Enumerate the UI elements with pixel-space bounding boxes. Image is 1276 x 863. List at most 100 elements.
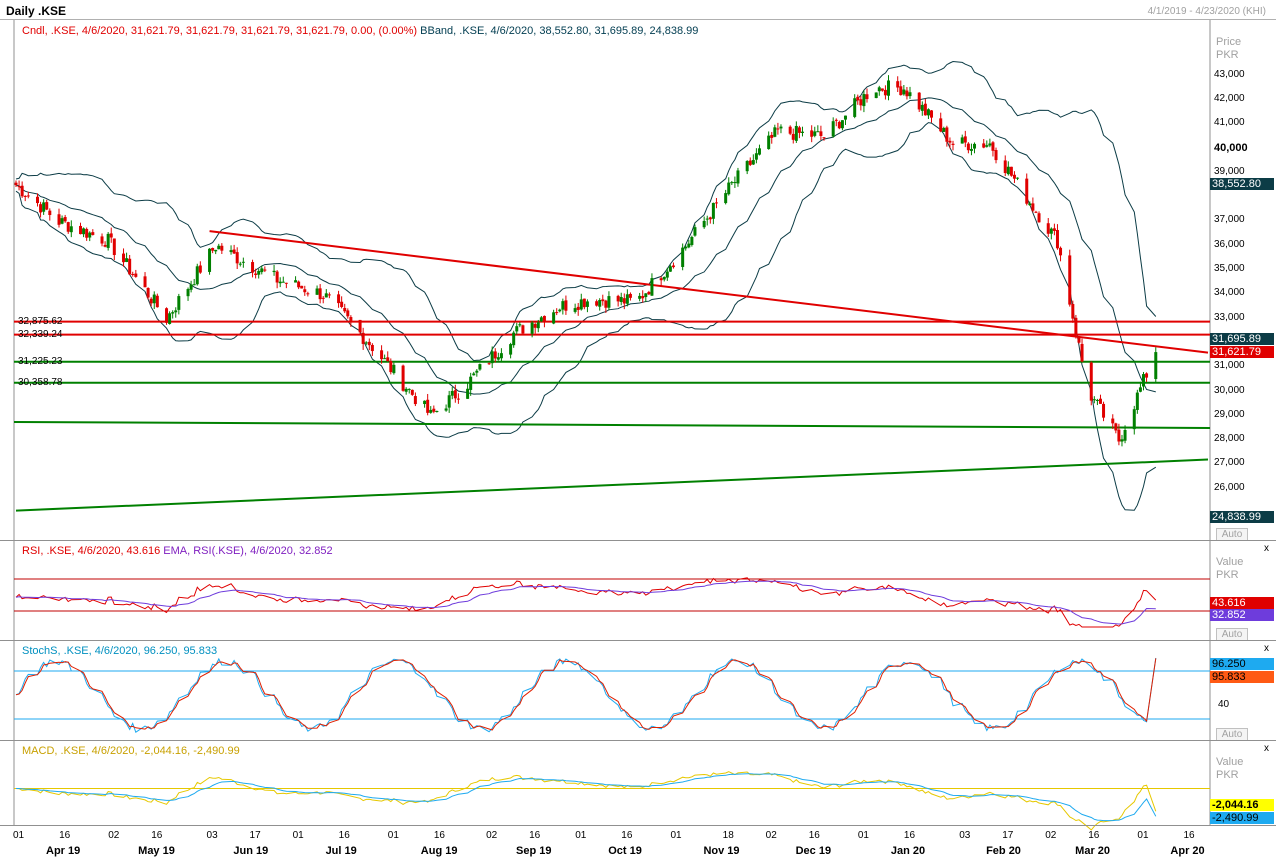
- candle-body: [346, 310, 350, 317]
- candle-body: [579, 299, 583, 310]
- day-tick-label: 16: [529, 830, 541, 841]
- day-tick-label: 01: [857, 830, 869, 841]
- candle-body: [552, 312, 556, 324]
- candle-body: [1154, 352, 1158, 380]
- candle-body: [748, 160, 752, 165]
- candle-body: [1092, 399, 1096, 401]
- candle-body: [432, 408, 436, 412]
- candle-body: [1003, 160, 1007, 174]
- candle-body: [665, 271, 669, 278]
- candle-body: [168, 313, 172, 324]
- price-legend: Cndl, .KSE, 4/6/2020, 31,621.79, 31,621.…: [22, 25, 698, 37]
- candle-body: [165, 308, 169, 323]
- candle-body: [386, 357, 390, 362]
- candle-body: [628, 293, 632, 298]
- candle-body: [300, 285, 304, 289]
- candle-body: [690, 236, 694, 245]
- bband-legend: BBand, .KSE, 4/6/2020, 38,552.80, 31,695…: [420, 25, 699, 37]
- candle-body: [788, 126, 792, 134]
- candle-body: [880, 88, 884, 91]
- candle-body: [730, 182, 734, 184]
- candle-body: [17, 186, 21, 188]
- candle-body: [217, 245, 221, 250]
- day-tick-label: 01: [575, 830, 587, 841]
- bband-upper-line: [15, 60, 1157, 362]
- candle-body: [143, 276, 147, 288]
- candle-body: [816, 131, 820, 133]
- candle-body: [604, 300, 608, 308]
- candle-body: [512, 332, 516, 346]
- bband-lower-line: [15, 122, 1157, 511]
- date-range: 4/1/2019 - 4/23/2020 (KHI): [1147, 6, 1266, 17]
- month-label: May 19: [138, 845, 175, 857]
- candle-body: [831, 121, 835, 137]
- candle-body: [518, 324, 522, 326]
- candle-body: [318, 288, 322, 300]
- candle-body: [177, 296, 181, 310]
- price-panel: [13, 60, 1211, 512]
- candle-body: [303, 289, 307, 293]
- day-tick-label: 16: [59, 830, 71, 841]
- candle-body: [727, 182, 731, 195]
- candle-body: [1080, 343, 1084, 362]
- day-tick-label: 03: [959, 830, 971, 841]
- bb-lower-badge: 24,838.99: [1210, 511, 1274, 523]
- candle-body: [585, 301, 589, 307]
- stoch-close-icon[interactable]: x: [1264, 643, 1269, 654]
- candle-body: [297, 281, 301, 288]
- candle-body: [263, 269, 267, 271]
- stoch-k-line: [15, 657, 1157, 733]
- candle-body: [472, 373, 476, 376]
- rsi-close-icon[interactable]: x: [1264, 543, 1269, 554]
- candle-body: [42, 202, 46, 212]
- candle-body: [668, 266, 672, 272]
- candle-body: [576, 306, 580, 310]
- candle-body: [186, 289, 190, 297]
- candle-body: [687, 243, 691, 248]
- candle-body: [601, 299, 605, 302]
- candle-body: [1132, 409, 1136, 430]
- candle-body: [616, 295, 620, 302]
- candle-body: [238, 263, 242, 265]
- candle-body: [622, 298, 626, 304]
- candle-body: [499, 353, 503, 359]
- day-tick-label: 18: [722, 830, 734, 841]
- macd-close-icon[interactable]: x: [1264, 743, 1269, 754]
- candle-body: [315, 288, 319, 295]
- candle-body: [1025, 178, 1029, 204]
- candle-body: [423, 400, 427, 405]
- candle-body: [1089, 362, 1093, 401]
- price-tick-label: 33,000: [1214, 311, 1245, 323]
- candle-body: [392, 364, 396, 374]
- candle-body: [908, 92, 912, 97]
- day-tick-label: 01: [13, 830, 25, 841]
- candle-body: [493, 351, 497, 359]
- candle-body: [862, 94, 866, 107]
- candle-body: [1052, 228, 1056, 231]
- month-label: Aug 19: [420, 845, 458, 857]
- candle-body: [662, 276, 666, 280]
- candle-body: [791, 133, 795, 140]
- candle-body: [389, 361, 393, 373]
- candle-body: [837, 121, 841, 129]
- candle-body: [232, 249, 236, 254]
- candle-body: [794, 125, 798, 141]
- candle-body: [1034, 211, 1038, 213]
- candle-body: [469, 376, 473, 390]
- candle-body: [926, 109, 930, 116]
- candle-body: [361, 332, 365, 344]
- month-label: Nov 19: [703, 845, 740, 857]
- candle-body: [991, 142, 995, 151]
- header-divider: [0, 19, 1276, 20]
- candle-body: [1074, 317, 1078, 336]
- candle-body: [321, 297, 325, 299]
- candle-body: [211, 247, 215, 251]
- candle-body: [1120, 439, 1124, 442]
- candle-body: [324, 293, 328, 298]
- candle-legend: Cndl, .KSE, 4/6/2020, 31,621.79, 31,621.…: [22, 25, 418, 37]
- bb-mid-badge: 31,695.89: [1210, 333, 1274, 345]
- candle-body: [745, 161, 749, 172]
- candle-body: [106, 233, 110, 248]
- day-tick-label: 16: [903, 830, 916, 841]
